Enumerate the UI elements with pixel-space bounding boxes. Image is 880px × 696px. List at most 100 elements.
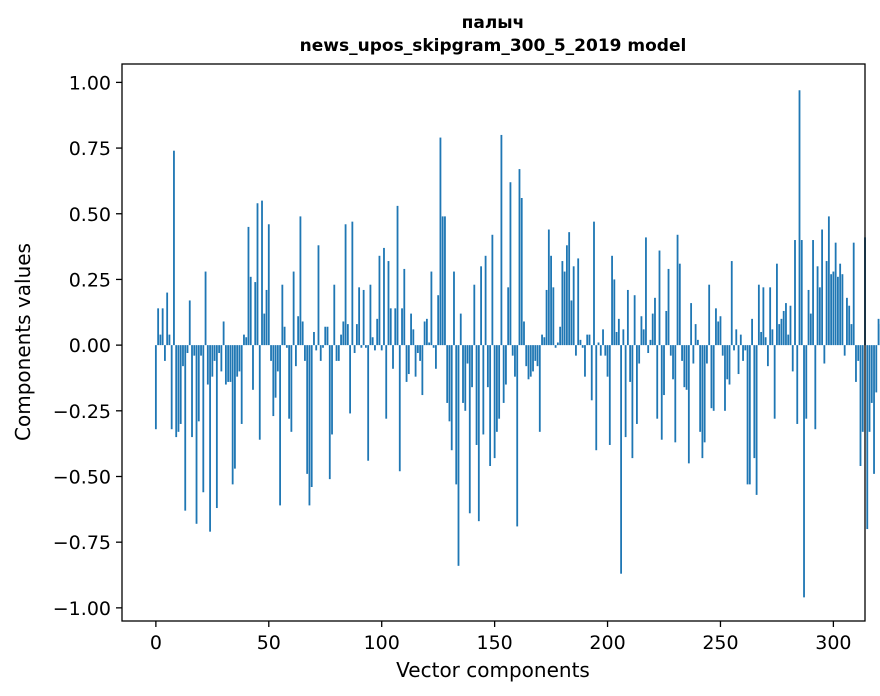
bar [577, 258, 580, 346]
bar [374, 345, 376, 351]
bar [590, 345, 593, 401]
bar [803, 345, 805, 598]
bar [611, 255, 613, 346]
bar [581, 345, 584, 348]
bar [186, 345, 189, 354]
bar [877, 318, 880, 346]
bar [294, 345, 297, 367]
bar [236, 345, 239, 377]
bar [477, 345, 480, 522]
x-tick-label: 250 [702, 632, 738, 654]
bar [717, 321, 720, 346]
bar [780, 318, 783, 346]
bar [527, 345, 530, 380]
bar [629, 345, 632, 382]
bar [473, 284, 476, 346]
bar [432, 345, 435, 348]
bar [766, 345, 769, 367]
bar [726, 345, 729, 380]
bar [337, 345, 340, 361]
bar [663, 345, 665, 396]
bar [565, 245, 568, 346]
bar [814, 345, 817, 430]
bar [647, 345, 650, 354]
bar [369, 284, 372, 346]
bar [559, 326, 562, 346]
plot-frame [121, 63, 866, 622]
bar [166, 292, 169, 346]
bar [475, 345, 478, 445]
bar [328, 345, 331, 480]
bar [254, 282, 257, 346]
bar [313, 331, 315, 346]
bar [482, 345, 485, 435]
bar [516, 345, 519, 527]
bar [807, 289, 810, 346]
x-tick-label: 0 [150, 632, 162, 654]
bar [739, 334, 742, 346]
bar [633, 295, 636, 346]
bar [457, 345, 460, 566]
bar [462, 345, 464, 403]
bar [410, 313, 412, 346]
bar [855, 345, 857, 382]
bar [444, 216, 446, 346]
bar [288, 345, 291, 419]
bar [837, 276, 839, 346]
bar [787, 334, 790, 346]
bar [342, 321, 345, 346]
bar [177, 345, 180, 432]
y-tick-label: 0.75 [69, 138, 111, 160]
bar [358, 287, 361, 346]
bar [541, 334, 543, 346]
bar [613, 279, 616, 346]
bar [595, 345, 598, 451]
bar [367, 345, 370, 461]
bar [204, 271, 207, 346]
bar [696, 339, 699, 346]
bar [371, 337, 374, 346]
bar [398, 345, 401, 472]
bar [464, 345, 467, 411]
bar [206, 345, 209, 385]
bar [776, 263, 778, 346]
x-tick-label: 100 [364, 632, 400, 654]
bar [692, 345, 695, 364]
bar [238, 345, 241, 372]
bar [502, 345, 505, 403]
bar [421, 345, 424, 396]
bar [796, 345, 799, 424]
bar [324, 326, 327, 346]
y-tick-label: −0.50 [53, 466, 111, 488]
bar [389, 308, 392, 346]
bar [229, 345, 232, 382]
bar [687, 345, 690, 464]
bar [222, 321, 225, 346]
bar [678, 263, 681, 346]
bar [602, 329, 604, 346]
bar [681, 345, 683, 361]
bar [645, 237, 647, 346]
bar [310, 345, 313, 488]
bar [597, 342, 600, 346]
bar [213, 345, 216, 361]
y-tick-label: 1.00 [69, 72, 111, 94]
y-tick-label: −0.25 [53, 401, 111, 423]
bar [532, 345, 534, 372]
bar [466, 345, 469, 364]
x-tick-label: 200 [589, 632, 625, 654]
bar [272, 345, 275, 417]
y-tick-label: −1.00 [53, 598, 111, 620]
bar [218, 345, 221, 354]
bar [694, 324, 697, 346]
bar [586, 334, 589, 346]
bar [168, 334, 171, 346]
bar [425, 318, 428, 346]
bar [505, 345, 507, 385]
bar [848, 305, 851, 346]
bar [651, 313, 654, 346]
bar [543, 337, 546, 346]
bar [665, 310, 668, 346]
bar [231, 345, 234, 485]
bar [658, 250, 661, 346]
